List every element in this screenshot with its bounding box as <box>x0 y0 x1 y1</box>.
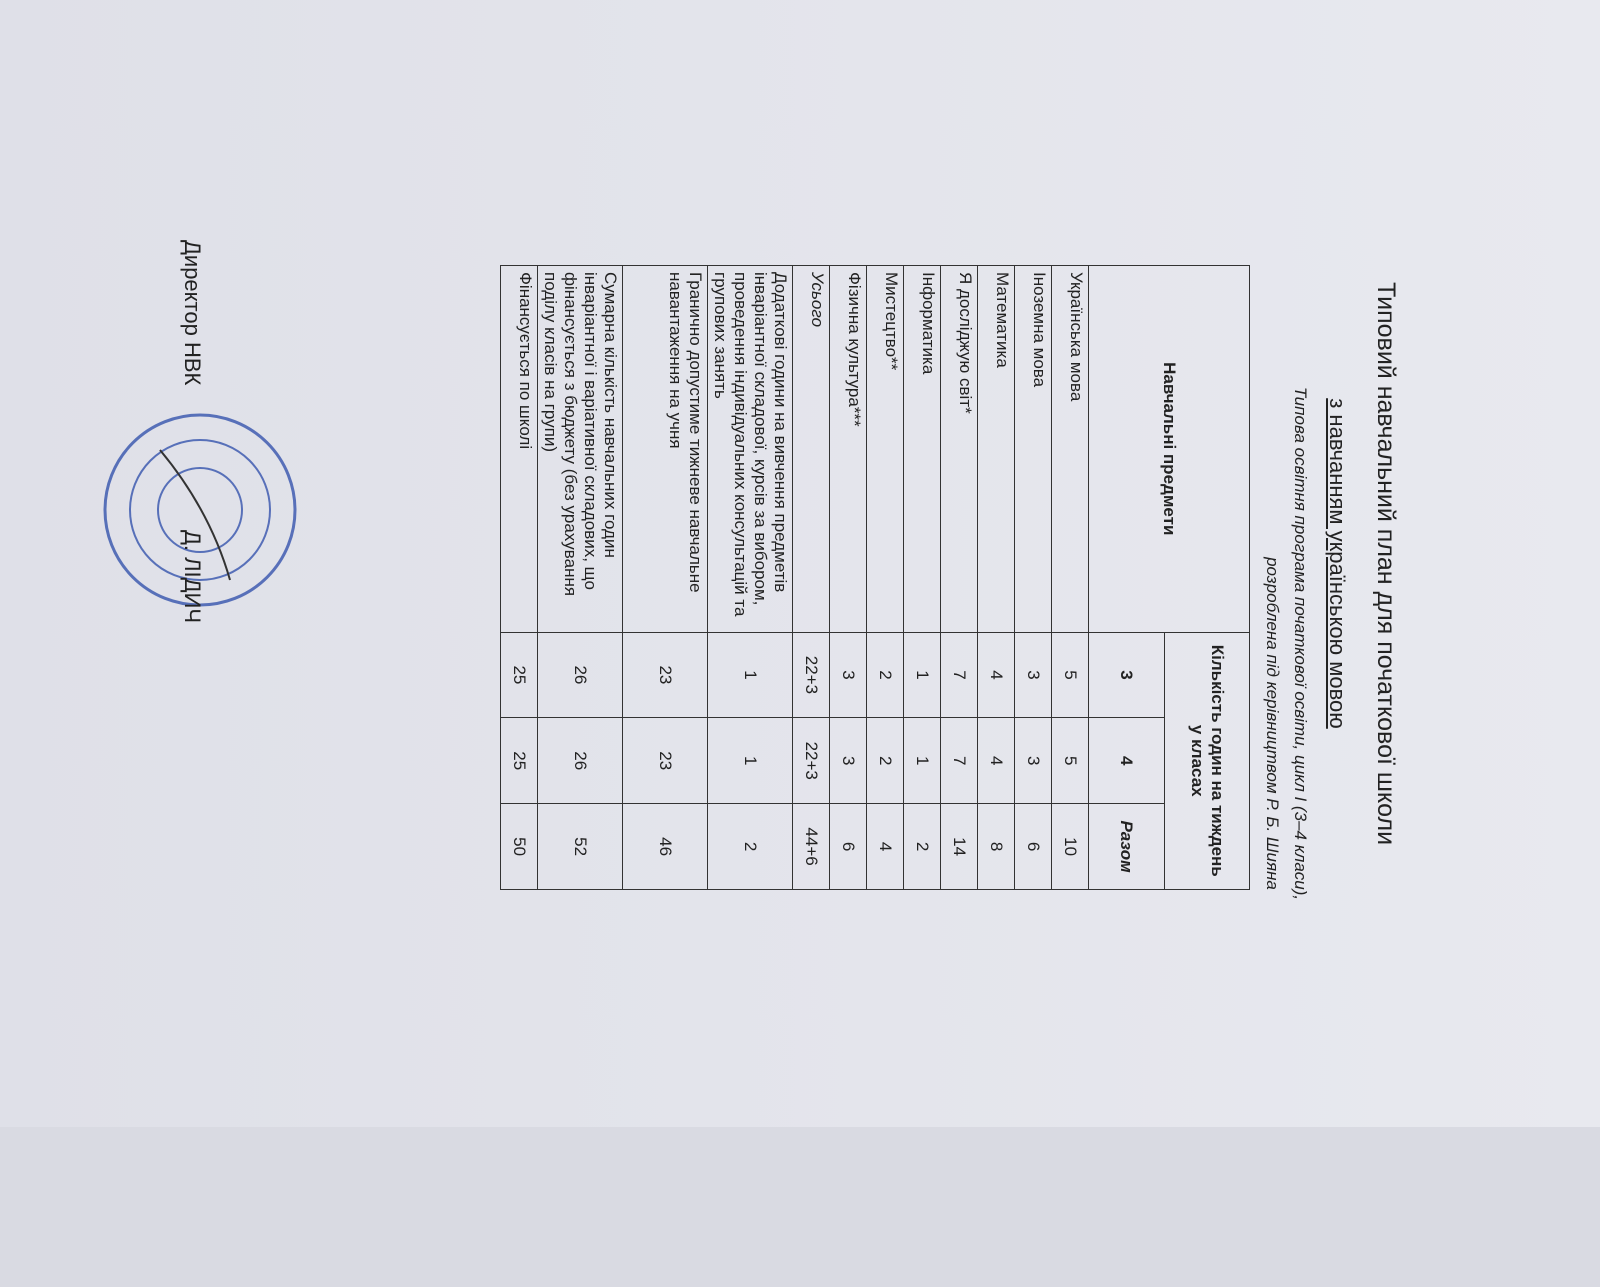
hours-cell: 14 <box>940 803 978 890</box>
hours-cell: 8 <box>977 803 1015 890</box>
table-row: Я досліджую світ* 7 7 14 <box>940 265 978 890</box>
subject-cell: Математика <box>977 265 1015 633</box>
hours-cell: 25 <box>500 632 538 718</box>
hours-cell: 22+3 <box>792 632 830 718</box>
header-cell: Кількість годин на тиждень у класах <box>1164 632 1250 890</box>
hours-cell: 22+3 <box>792 717 830 804</box>
subject-cell: Інформатика <box>903 265 941 633</box>
hours-cell: 25 <box>500 717 538 804</box>
director-label: Директор НВК <box>180 240 205 386</box>
column-header: Разом <box>1088 803 1165 890</box>
table-row: Гранично допустиме тижневе навчальне нав… <box>622 265 708 890</box>
subject-cell: Я досліджую світ* <box>940 265 978 633</box>
table-row: Інформатика 1 1 2 <box>903 265 941 890</box>
program-line: Типова освітня програма початкової освіт… <box>1291 386 1310 901</box>
subject-cell: Фізична культура*** <box>829 265 867 633</box>
table-row: Додаткові години на вивчення предметів і… <box>707 265 793 890</box>
table-row: Фізична культура*** 3 3 6 <box>829 265 867 890</box>
hours-cell: 7 <box>940 717 978 804</box>
hours-cell: 2 <box>866 717 904 804</box>
hours-cell: 44+6 <box>792 803 830 890</box>
subject-cell: Усього <box>792 265 830 633</box>
hours-cell: 1 <box>707 717 793 804</box>
subtitle: з навчанням українською мовою <box>1325 398 1350 729</box>
hours-cell: 23 <box>622 632 708 718</box>
subject-cell: Гранично допустиме тижневе навчальне нав… <box>622 265 708 633</box>
hours-cell: 26 <box>537 632 623 718</box>
director-name: Д. ЛІДИЧ <box>180 530 205 624</box>
hours-cell: 26 <box>537 717 623 804</box>
table-row: Фінансується по школі 25 25 50 <box>500 265 538 890</box>
table-row: Математика 4 4 8 <box>977 265 1015 890</box>
hours-cell: 1 <box>707 632 793 718</box>
table-row: Мистецтво** 2 2 4 <box>866 265 904 890</box>
hours-cell: 3 <box>1014 632 1052 718</box>
subject-cell: Українська мова <box>1051 265 1089 633</box>
header-cell: Навчальні предмети <box>1088 265 1250 633</box>
table-row: Українська мова 5 5 10 <box>1051 265 1089 890</box>
hours-cell: 52 <box>537 803 623 890</box>
hours-cell: 4 <box>977 632 1015 718</box>
table-row: Іноземна мова 3 3 6 <box>1014 265 1052 890</box>
subject-cell: Сумарна кількість навчальних годин інвар… <box>537 265 623 633</box>
hours-cell: 46 <box>622 803 708 890</box>
hours-cell: 2 <box>903 803 941 890</box>
column-header: 3 <box>1088 632 1165 718</box>
subject-cell: Іноземна мова <box>1014 265 1052 633</box>
hours-cell: 5 <box>1051 632 1089 718</box>
page: Типовий навчальний план для початкової ш… <box>0 0 1600 1127</box>
stamp <box>103 413 297 607</box>
hours-cell: 3 <box>829 717 867 804</box>
hours-cell: 4 <box>866 803 904 890</box>
subject-cell: Фінансується по школі <box>500 265 538 633</box>
hours-cell: 3 <box>829 632 867 718</box>
table-row: Усього 22+3 22+3 44+6 <box>792 265 830 890</box>
subject-cell: Додаткові години на вивчення предметів і… <box>707 265 793 633</box>
hours-cell: 2 <box>866 632 904 718</box>
hours-cell: 2 <box>707 803 793 890</box>
table-row: Сумарна кількість навчальних годин інвар… <box>537 265 623 890</box>
hours-cell: 7 <box>940 632 978 718</box>
document: Типовий навчальний план для початкової ш… <box>0 0 1600 1127</box>
hours-cell: 1 <box>903 717 941 804</box>
hours-cell: 4 <box>977 717 1015 804</box>
hours-cell: 1 <box>903 632 941 718</box>
hours-cell: 3 <box>1014 717 1052 804</box>
column-header: 4 <box>1088 717 1165 804</box>
title: Типовий навчальний план для початкової ш… <box>1372 281 1400 846</box>
hours-cell: 23 <box>622 717 708 804</box>
hours-cell: 6 <box>1014 803 1052 890</box>
curriculum-table: Навчальні предмети Кількість годин на ти… <box>500 265 1250 890</box>
hours-cell: 50 <box>500 803 538 890</box>
subject-cell: Мистецтво** <box>866 265 904 633</box>
hours-cell: 5 <box>1051 717 1089 804</box>
hours-cell: 6 <box>829 803 867 890</box>
hours-cell: 10 <box>1051 803 1089 890</box>
program-line: розроблена під керівництвом Р. Б. Шияна <box>1263 557 1282 890</box>
